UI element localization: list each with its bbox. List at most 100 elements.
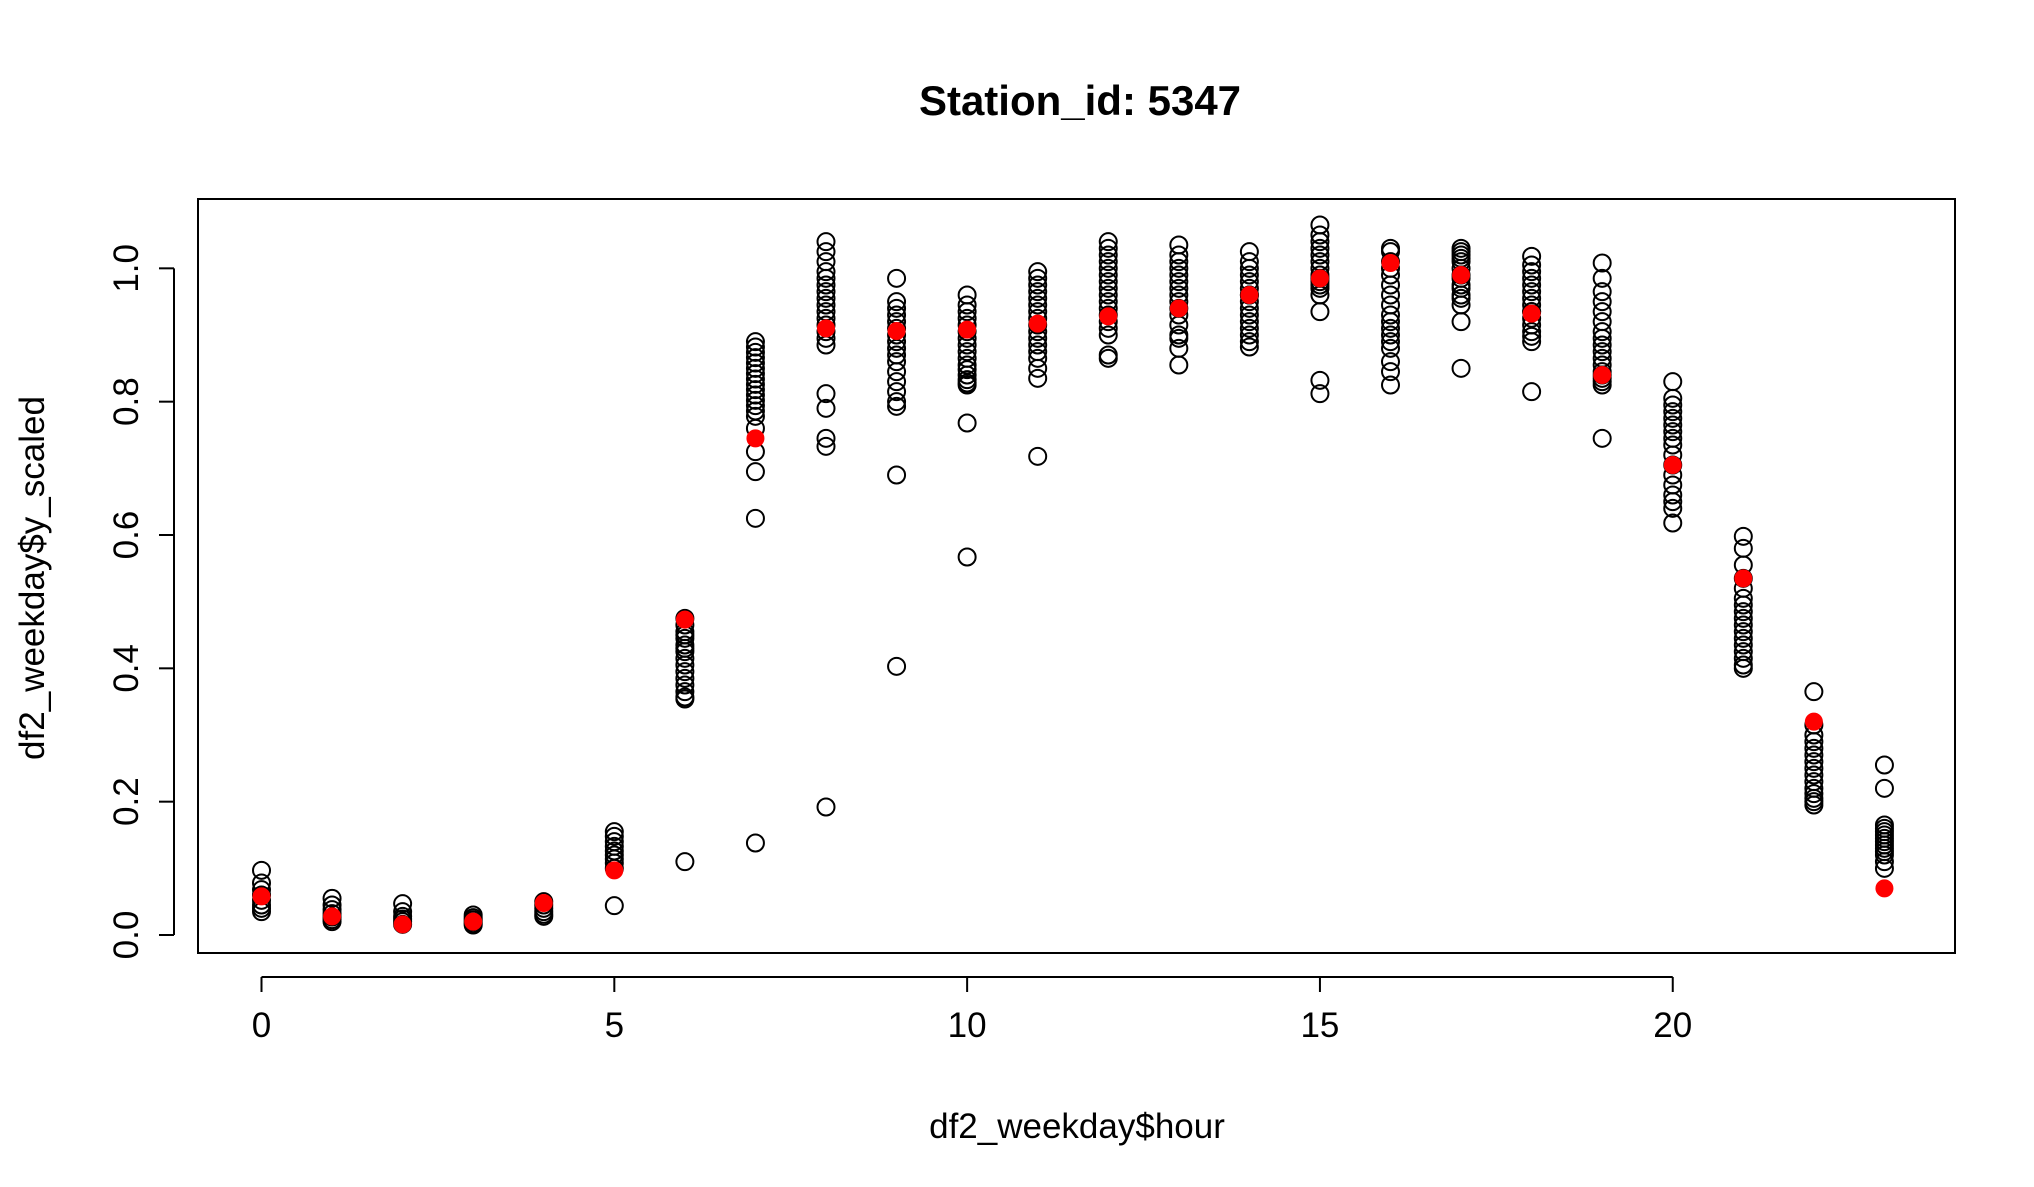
data-point — [1381, 305, 1401, 325]
data-point — [675, 638, 695, 658]
mean-point — [464, 912, 483, 931]
data-point — [675, 668, 695, 688]
data-point — [1663, 408, 1683, 428]
data-point — [1381, 375, 1401, 395]
data-point — [1592, 292, 1612, 312]
data-point — [1169, 258, 1189, 278]
data-point — [1592, 322, 1612, 342]
data-point — [1522, 246, 1542, 266]
data-point — [1239, 252, 1259, 272]
data-point — [1451, 288, 1471, 308]
data-point — [1098, 325, 1118, 345]
data-point — [957, 302, 977, 322]
data-point — [1028, 446, 1048, 466]
data-point — [1381, 295, 1401, 315]
data-point — [1663, 415, 1683, 435]
plot-frame — [197, 198, 1956, 954]
chart-title: Station_id: 5347 — [919, 77, 1241, 124]
data-point — [1239, 265, 1259, 285]
data-point — [1381, 318, 1401, 338]
x-axis: 0 5 10 15 20 — [252, 976, 1692, 1045]
data-point — [957, 547, 977, 567]
data-point — [816, 242, 836, 262]
data-point — [1804, 758, 1824, 778]
data-point — [1310, 225, 1330, 245]
data-point — [957, 285, 977, 305]
data-point — [1310, 238, 1330, 258]
data-point — [957, 365, 977, 385]
mean-point — [746, 429, 765, 448]
data-point — [816, 252, 836, 272]
data-point — [1522, 326, 1542, 346]
data-point — [816, 797, 836, 817]
data-point — [816, 282, 836, 302]
data-point — [1098, 238, 1118, 258]
observed-points — [252, 215, 1894, 935]
data-point — [1733, 588, 1753, 608]
data-point — [816, 275, 836, 295]
x-tick-label: 10 — [948, 1006, 987, 1045]
data-point — [1733, 526, 1753, 546]
mean-point — [675, 610, 694, 629]
data-point — [1733, 615, 1753, 635]
data-point — [1592, 268, 1612, 288]
data-point — [1098, 232, 1118, 252]
data-point — [1169, 328, 1189, 348]
data-point — [1522, 282, 1542, 302]
data-point — [1522, 255, 1542, 275]
data-point — [675, 852, 695, 872]
data-point — [1592, 302, 1612, 322]
y-axis: 0.0 0.2 0.4 0.6 0.8 1.0 — [107, 244, 175, 959]
data-point — [1028, 268, 1048, 288]
data-point — [1169, 265, 1189, 285]
data-point — [604, 826, 624, 846]
y-tick-label: 0.6 — [107, 511, 146, 560]
data-point — [1733, 602, 1753, 622]
data-point — [1028, 262, 1048, 282]
mean-point — [1734, 569, 1753, 588]
data-point — [1028, 275, 1048, 295]
data-point — [1663, 422, 1683, 442]
data-point — [816, 428, 836, 448]
data-point — [816, 232, 836, 252]
mean-point — [323, 907, 342, 926]
mean-point — [1804, 712, 1823, 731]
data-point — [887, 372, 907, 392]
x-tick-label: 5 — [605, 1006, 624, 1045]
data-point — [1522, 268, 1542, 288]
x-axis-label: df2_weekday$hour — [929, 1107, 1225, 1146]
mean-point — [1452, 266, 1471, 284]
data-point — [675, 689, 695, 709]
data-point — [1733, 628, 1753, 648]
data-point — [1874, 755, 1894, 775]
mean-point — [1593, 366, 1612, 384]
data-point — [1663, 402, 1683, 422]
data-point — [1310, 384, 1330, 404]
data-point — [1098, 252, 1118, 272]
data-point — [1098, 348, 1118, 368]
data-point — [816, 262, 836, 282]
data-point — [1381, 275, 1401, 295]
data-point — [1239, 305, 1259, 325]
data-point — [1028, 368, 1048, 388]
mean-point — [1028, 314, 1047, 333]
data-point — [887, 268, 907, 288]
mean-point — [1381, 254, 1400, 272]
y-axis-label: df2_weekday$y_scaled — [13, 396, 52, 760]
data-point — [957, 375, 977, 395]
mean-point — [1099, 307, 1118, 326]
mean-point — [887, 322, 906, 340]
data-point — [1381, 312, 1401, 332]
data-point — [1663, 498, 1683, 518]
data-point — [1028, 358, 1048, 378]
data-point — [1663, 492, 1683, 512]
data-point — [1804, 682, 1824, 702]
data-point — [745, 462, 765, 482]
data-point — [1239, 312, 1259, 332]
data-point — [1028, 295, 1048, 315]
data-point — [1098, 258, 1118, 278]
mean-point — [252, 887, 271, 906]
mean-point — [1240, 286, 1259, 304]
data-point — [745, 396, 765, 416]
